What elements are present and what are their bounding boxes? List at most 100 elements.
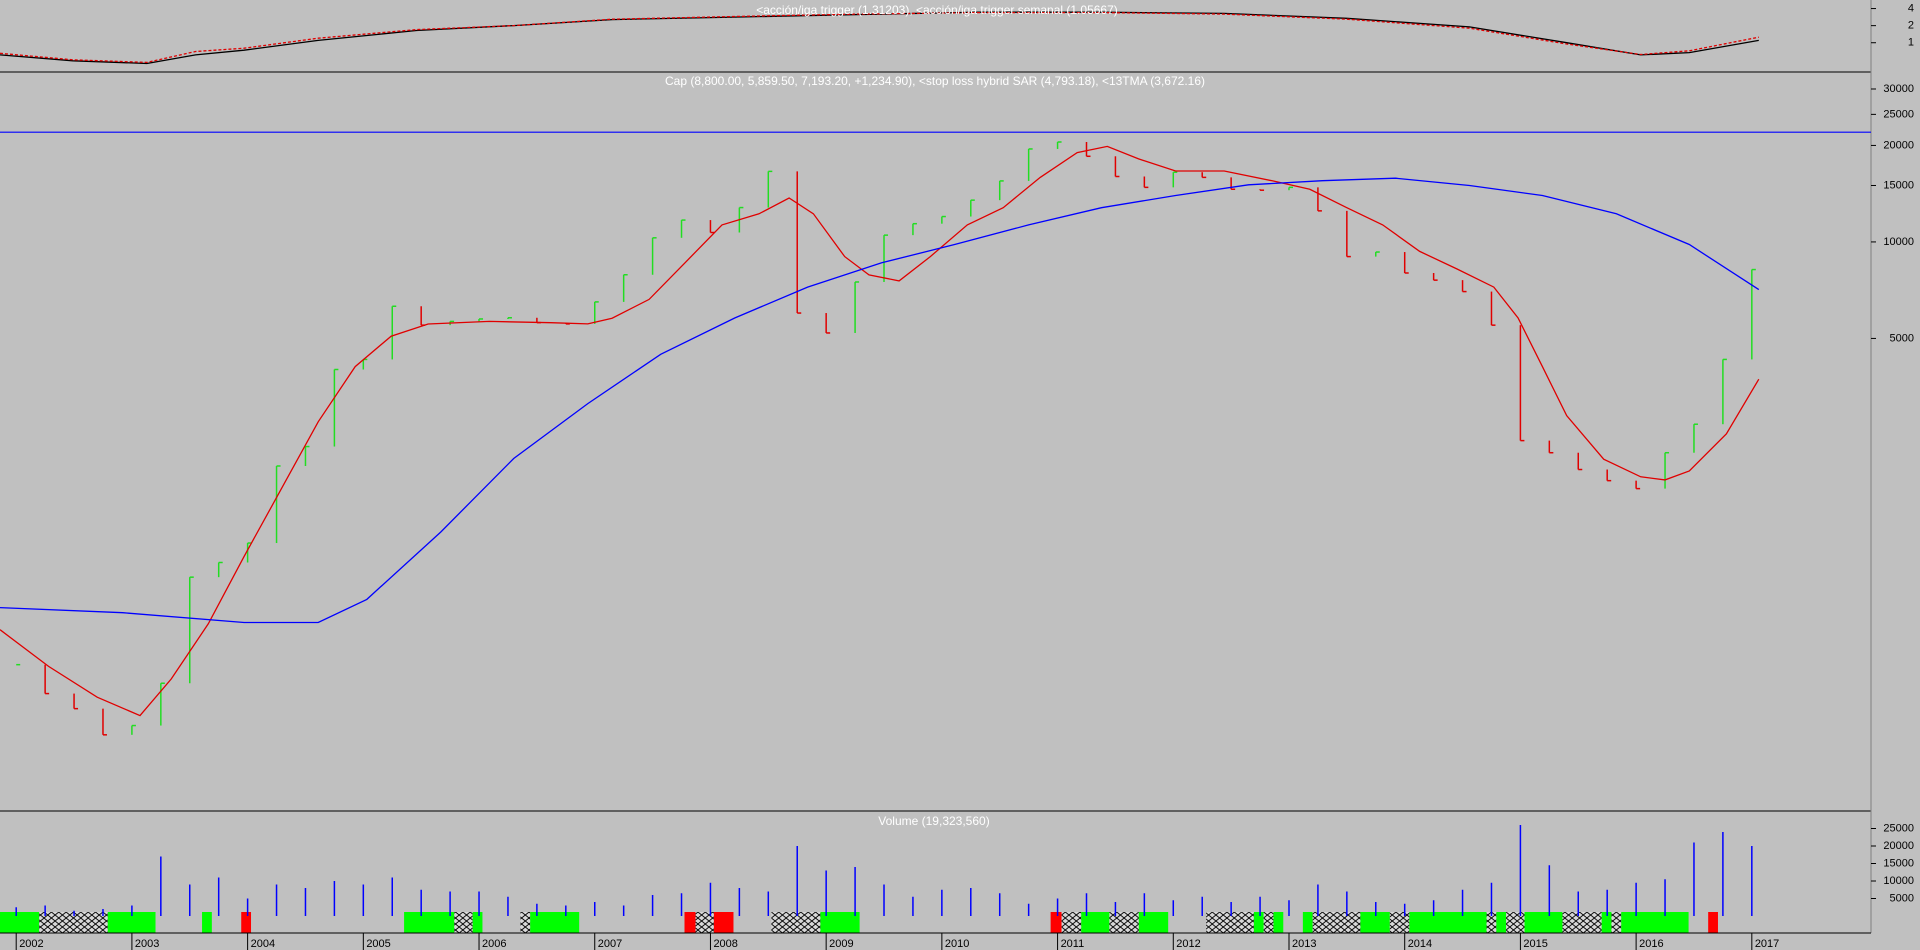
price-bar bbox=[680, 219, 686, 238]
price-bar bbox=[1606, 469, 1612, 482]
strip-segment bbox=[39, 912, 108, 933]
strip-segment bbox=[1206, 912, 1254, 933]
y-tick-label: 25000 bbox=[1883, 822, 1914, 834]
strip-segment bbox=[1611, 912, 1622, 933]
strip-segment bbox=[1302, 912, 1313, 933]
price-bar bbox=[1259, 189, 1265, 191]
strip-segment bbox=[1708, 912, 1718, 933]
x-tick-label: 2011 bbox=[1061, 938, 1085, 950]
y-tick-label: 4 bbox=[1908, 2, 1914, 14]
y-tick-label: 15000 bbox=[1883, 857, 1914, 869]
price-bar bbox=[622, 273, 628, 302]
price-bar bbox=[941, 215, 946, 224]
x-tick-label: 2006 bbox=[482, 938, 506, 950]
price-bar bbox=[651, 237, 657, 275]
price-bar bbox=[73, 693, 79, 710]
strip-segment bbox=[1263, 912, 1274, 933]
strip-segment bbox=[1506, 912, 1525, 933]
state-strip bbox=[0, 912, 1770, 933]
strip-segment bbox=[1273, 912, 1284, 933]
price-bar bbox=[1490, 291, 1496, 326]
strip-segment bbox=[1050, 912, 1062, 933]
strip-segment bbox=[202, 912, 212, 933]
price-bar bbox=[1346, 210, 1351, 258]
price-bar bbox=[1548, 440, 1554, 454]
price-bar bbox=[1461, 280, 1467, 293]
strip-segment bbox=[472, 912, 483, 933]
price-bar bbox=[1288, 186, 1293, 191]
price-bar bbox=[998, 180, 1004, 201]
x-tick-label: 2015 bbox=[1523, 938, 1547, 950]
strip-segment bbox=[1524, 912, 1563, 933]
strip-segment bbox=[1486, 912, 1497, 933]
strip-segment bbox=[1312, 912, 1361, 933]
price-bar bbox=[1027, 148, 1033, 181]
y-tick-label: 25000 bbox=[1883, 108, 1914, 120]
price-bar bbox=[44, 664, 50, 695]
strip-segment bbox=[404, 912, 455, 933]
price-bar bbox=[767, 170, 773, 208]
strip-segment bbox=[1360, 912, 1390, 933]
y-tick-label: 5000 bbox=[1890, 332, 1914, 344]
strip-segment bbox=[1621, 912, 1689, 933]
price-bar bbox=[1722, 358, 1727, 425]
price-bar bbox=[796, 171, 802, 314]
y-tick-label: 10000 bbox=[1883, 236, 1914, 248]
strip-segment bbox=[454, 912, 473, 933]
x-tick-label: 2013 bbox=[1292, 938, 1316, 950]
price-bar bbox=[1519, 325, 1525, 442]
y-tick-label: 10000 bbox=[1883, 875, 1914, 887]
x-tick-label: 2010 bbox=[945, 938, 969, 950]
price-bar bbox=[1577, 452, 1583, 471]
indicator-line bbox=[0, 11, 1759, 65]
strip-segment bbox=[1081, 912, 1110, 933]
y-tick-label: 20000 bbox=[1883, 840, 1914, 852]
price-bar bbox=[102, 708, 107, 736]
y-tick-label: 15000 bbox=[1883, 179, 1914, 191]
strip-segment bbox=[684, 912, 696, 933]
strip-segment bbox=[1138, 912, 1169, 933]
price-bar bbox=[131, 724, 136, 735]
strip-segment bbox=[1601, 912, 1612, 933]
strip-segment bbox=[1409, 912, 1487, 933]
price-bar bbox=[1664, 451, 1670, 489]
strip-segment bbox=[520, 912, 531, 933]
volume-title: Volume (19,323,560) bbox=[878, 814, 989, 828]
price-bar bbox=[478, 318, 484, 322]
price-bar bbox=[1403, 252, 1409, 274]
price-bar bbox=[825, 313, 831, 334]
indicator-line bbox=[0, 11, 1759, 64]
price-bar bbox=[1085, 141, 1091, 158]
price-bar bbox=[854, 281, 860, 333]
y-tick-label: 1 bbox=[1908, 37, 1914, 49]
strip-segment bbox=[1109, 912, 1139, 933]
strip-segment bbox=[0, 912, 40, 933]
x-tick-label: 2017 bbox=[1755, 938, 1779, 950]
strip-segment bbox=[1253, 912, 1264, 933]
indicator-title: <acción/iga trigger (1.31203), <acción/i… bbox=[756, 3, 1118, 17]
price-bar bbox=[1056, 141, 1062, 149]
y-tick-label: 5000 bbox=[1890, 892, 1914, 904]
strip-segment bbox=[820, 912, 860, 933]
price-bar bbox=[507, 317, 512, 319]
price-bar bbox=[391, 305, 397, 360]
price-bar bbox=[1635, 480, 1641, 490]
price-bar bbox=[217, 561, 223, 578]
y-tick-label: 30000 bbox=[1883, 83, 1914, 95]
x-tick-label: 2003 bbox=[135, 938, 159, 950]
x-tick-label: 2008 bbox=[713, 938, 737, 950]
strip-segment bbox=[1389, 912, 1410, 933]
price-bar bbox=[1693, 423, 1698, 453]
price-bar bbox=[970, 199, 975, 217]
x-tick-label: 2014 bbox=[1408, 938, 1432, 950]
strip-segment bbox=[1061, 912, 1082, 933]
x-tick-label: 2009 bbox=[829, 938, 853, 950]
x-tick-label: 2004 bbox=[251, 938, 275, 950]
price-bar bbox=[275, 465, 281, 544]
price-bar bbox=[1201, 172, 1207, 179]
strip-segment bbox=[530, 912, 580, 933]
strip-segment bbox=[1562, 912, 1602, 933]
